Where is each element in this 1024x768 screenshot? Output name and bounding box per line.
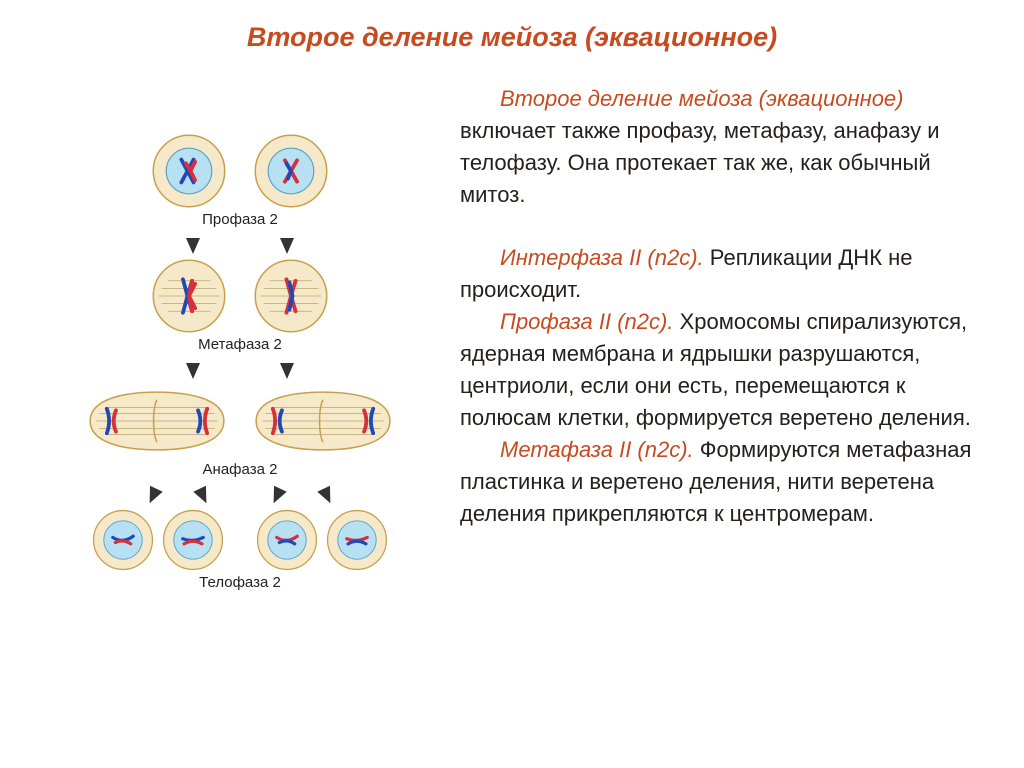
telophase-cell [161, 508, 225, 572]
prophase-label: Профаза 2 [30, 211, 450, 228]
phase-interphase: Интерфаза II (n2c). Репликации ДНК не пр… [460, 242, 994, 306]
cell-icon [81, 383, 233, 459]
stage-metaphase [30, 258, 450, 334]
cell-icon [325, 508, 389, 572]
arrow-row-2 [30, 359, 450, 383]
metaphase-cell-right [253, 258, 329, 334]
phase-name: Метафаза II (n2c). [500, 437, 694, 462]
anaphase-cell-right [247, 383, 399, 459]
intro-lead: Второе деление мейоза (эквационное) [500, 86, 904, 111]
cell-icon [253, 258, 329, 334]
telophase-label: Телофаза 2 [30, 574, 450, 591]
cell-icon [253, 133, 329, 209]
arrow-row-1 [30, 234, 450, 258]
prophase-cell-right [253, 133, 329, 209]
metaphase-cell-left [151, 258, 227, 334]
stage-telophase [30, 508, 450, 572]
arrow-icon [267, 486, 286, 506]
stage-anaphase [30, 383, 450, 459]
arrow-icon [317, 486, 336, 506]
meiosis-diagram: Профаза 2 [30, 73, 450, 597]
cell-icon [247, 383, 399, 459]
content: Профаза 2 [0, 53, 1024, 597]
arrow-icon [143, 486, 162, 506]
cell-icon [151, 133, 227, 209]
anaphase-cell-left [81, 383, 233, 459]
cell-icon [91, 508, 155, 572]
telophase-cell [255, 508, 319, 572]
stage-prophase [30, 133, 450, 209]
text-column: Второе деление мейоза (эквационное) вклю… [450, 73, 994, 597]
telophase-cell [325, 508, 389, 572]
arrow-icon [280, 238, 294, 254]
arrow-icon [186, 363, 200, 379]
intro-rest: включает также профазу, метафазу, анафаз… [460, 118, 940, 207]
metaphase-label: Метафаза 2 [30, 336, 450, 353]
telophase-group-left [91, 508, 225, 572]
page-title: Второе деление мейоза (эквационное) [0, 0, 1024, 53]
phase-metaphase: Метафаза II (n2c). Формируются метафазна… [460, 434, 994, 530]
cell-icon [151, 258, 227, 334]
intro-paragraph: Второе деление мейоза (эквационное) вклю… [460, 83, 994, 211]
prophase-cell-left [151, 133, 227, 209]
arrow-icon [186, 238, 200, 254]
phase-name: Интерфаза II (n2c). [500, 245, 704, 270]
arrow-row-3 [30, 484, 450, 508]
cell-icon [255, 508, 319, 572]
telophase-group-right [255, 508, 389, 572]
anaphase-label: Анафаза 2 [30, 461, 450, 478]
telophase-cell [91, 508, 155, 572]
arrow-icon [280, 363, 294, 379]
cell-icon [161, 508, 225, 572]
arrow-icon [193, 486, 212, 506]
phase-name: Профаза II (n2c). [500, 309, 673, 334]
phase-prophase: Профаза II (n2c). Хромосомы спирализуютс… [460, 306, 994, 434]
